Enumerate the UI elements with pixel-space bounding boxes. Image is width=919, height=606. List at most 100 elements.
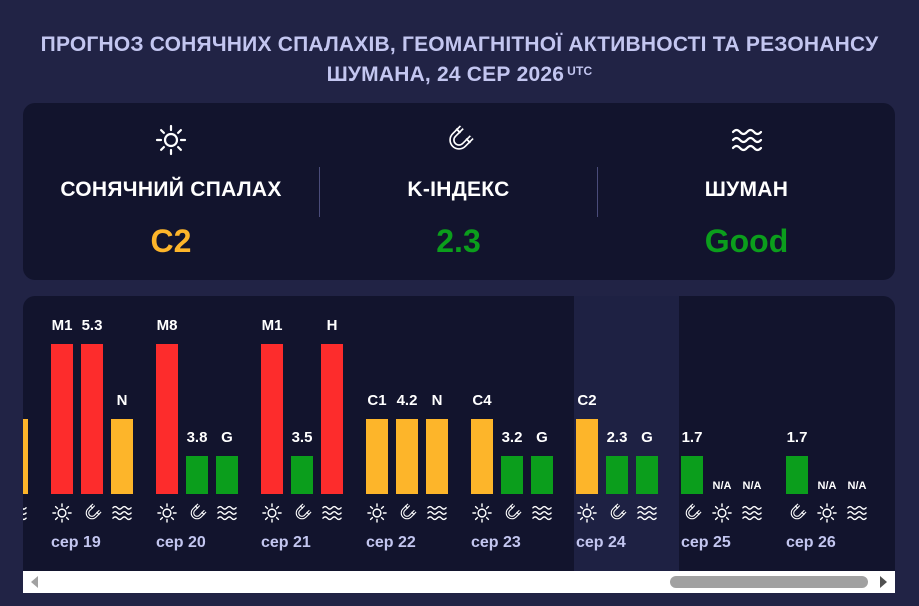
- summary-schumann-label: ШУМАН: [704, 178, 789, 201]
- waves-icon: [112, 505, 132, 521]
- waves-icon: [427, 505, 447, 521]
- summary-schumann-value: Good: [704, 223, 789, 259]
- bar[interactable]: [186, 456, 208, 494]
- magnet-icon: [610, 503, 627, 520]
- sun-icon: [155, 124, 187, 156]
- bar[interactable]: [576, 419, 598, 494]
- bar-label: N/A: [817, 480, 837, 492]
- date-label: сер 24: [576, 534, 626, 551]
- magnet-icon: [448, 125, 474, 150]
- bar-label: C2: [577, 392, 597, 409]
- waves-icon: [742, 505, 762, 521]
- sun-icon: [577, 503, 597, 523]
- bar-label: G: [641, 429, 653, 446]
- date-label: сер 21: [261, 534, 311, 551]
- bar[interactable]: [81, 344, 103, 494]
- bar-label: G: [221, 429, 233, 446]
- summary-flare: СОНЯЧНИЙ СПАЛАХ C2: [23, 103, 319, 280]
- bar-label: N/A: [847, 480, 867, 492]
- waves-icon: [731, 128, 762, 152]
- date-label: сер 22: [366, 534, 416, 551]
- date-label: сер 23: [471, 534, 521, 551]
- bar-label: 3.2: [501, 429, 523, 446]
- divider: [597, 167, 598, 217]
- bar[interactable]: [606, 456, 628, 494]
- bar-label: 4.2: [396, 392, 418, 409]
- sun-icon: [712, 503, 732, 523]
- page-title-text: ПРОГНОЗ СОНЯЧНИХ СПАЛАХІВ, ГЕОМАГНІТНОЇ …: [40, 33, 879, 86]
- bar[interactable]: [291, 456, 313, 494]
- sun-icon: [52, 503, 72, 523]
- bar-label: N: [431, 392, 443, 409]
- bar[interactable]: [636, 456, 658, 494]
- summary-kindex: K-ІНДЕКС 2.3: [320, 103, 597, 280]
- date-label: сер 19: [51, 534, 101, 551]
- bar[interactable]: [426, 419, 448, 494]
- summary-flare-value: C2: [150, 223, 192, 259]
- summary-kindex-value: 2.3: [436, 223, 481, 259]
- summary-kindex-label: K-ІНДЕКС: [407, 178, 510, 201]
- scroll-thumb[interactable]: [670, 576, 868, 588]
- magnet-icon: [505, 503, 522, 520]
- bar-label: 1.7: [786, 429, 808, 446]
- scroll-right-arrow-icon[interactable]: [880, 576, 887, 588]
- bar-label: M8: [156, 317, 178, 334]
- sun-icon: [262, 503, 282, 523]
- bar[interactable]: [531, 456, 553, 494]
- bar-label: M1: [51, 317, 73, 334]
- date-label: сер 25: [681, 534, 731, 551]
- bar[interactable]: [501, 456, 523, 494]
- magnet-icon: [685, 503, 702, 520]
- summary-schumann: ШУМАН Good: [598, 103, 895, 280]
- page-title: ПРОГНОЗ СОНЯЧНИХ СПАЛАХІВ, ГЕОМАГНІТНОЇ …: [0, 30, 919, 90]
- bar[interactable]: [366, 419, 388, 494]
- waves-icon: [532, 505, 552, 521]
- bar[interactable]: [23, 419, 28, 494]
- bar-label: C4: [472, 392, 492, 409]
- sun-icon: [472, 503, 492, 523]
- waves-icon: [847, 505, 867, 521]
- bar-label: 2.3: [606, 429, 628, 446]
- magnet-icon: [85, 503, 102, 520]
- bar[interactable]: [786, 456, 808, 494]
- date-label: сер 20: [156, 534, 206, 551]
- scroll-left-arrow-icon[interactable]: [31, 576, 38, 588]
- bar[interactable]: [216, 456, 238, 494]
- bar-label: 1.7: [681, 429, 703, 446]
- sun-icon: [157, 503, 177, 523]
- bar-label: 3.5: [291, 429, 313, 446]
- bar[interactable]: [321, 344, 343, 494]
- bar-label: H: [326, 317, 338, 334]
- waves-icon: [23, 507, 27, 521]
- bar-label: N/A: [742, 480, 762, 492]
- bar[interactable]: [51, 344, 73, 494]
- bar[interactable]: [261, 344, 283, 494]
- magnet-icon: [400, 503, 417, 520]
- bar[interactable]: [396, 419, 418, 494]
- bar-label: M1: [261, 317, 283, 334]
- bar-label: N/A: [712, 480, 732, 492]
- sun-icon: [367, 503, 387, 523]
- bar[interactable]: [156, 344, 178, 494]
- timezone-label: UTC: [567, 64, 593, 78]
- bar-label: 5.3: [81, 317, 103, 334]
- waves-icon: [322, 505, 342, 521]
- date-label: сер 26: [786, 534, 836, 551]
- bar[interactable]: [111, 419, 133, 494]
- bar-label: C1: [367, 392, 387, 409]
- bar-label: N: [116, 392, 128, 409]
- bar[interactable]: [471, 419, 493, 494]
- horizontal-scrollbar[interactable]: [23, 571, 895, 593]
- bar-label: G: [536, 429, 548, 446]
- magnet-icon: [790, 503, 807, 520]
- sun-icon: [817, 503, 837, 523]
- divider: [319, 167, 320, 217]
- waves-icon: [637, 505, 657, 521]
- bar-label: 3.8: [186, 429, 208, 446]
- waves-icon: [217, 505, 237, 521]
- bar[interactable]: [681, 456, 703, 494]
- magnet-icon: [190, 503, 207, 520]
- summary-flare-label: СОНЯЧНИЙ СПАЛАХ: [60, 178, 282, 201]
- magnet-icon: [295, 503, 312, 520]
